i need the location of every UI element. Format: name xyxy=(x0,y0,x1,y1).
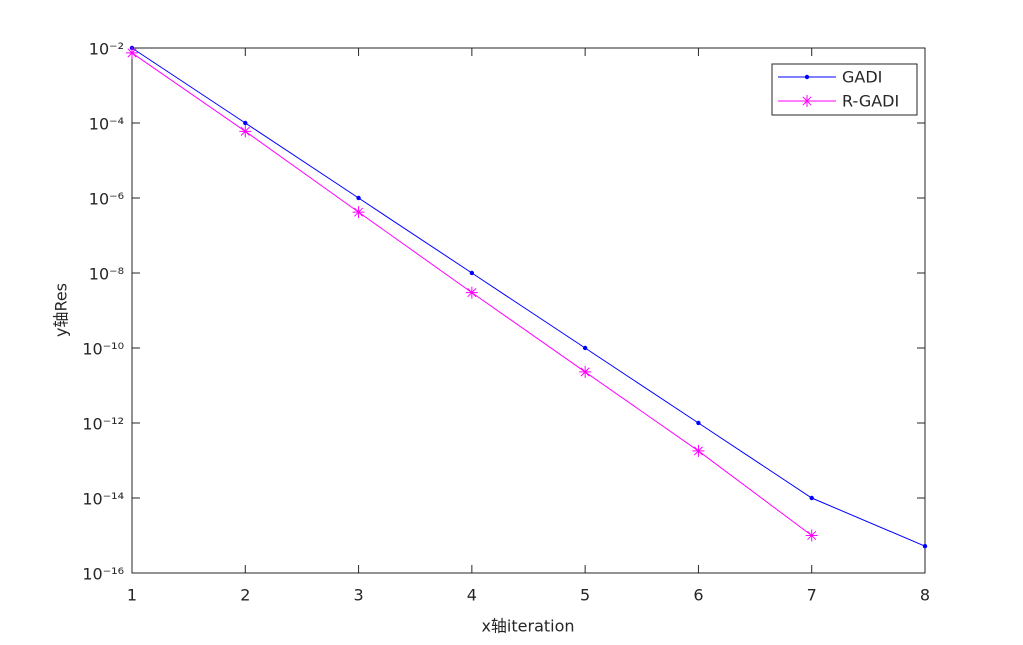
x-tick-label: 8 xyxy=(920,586,930,605)
asterisk-marker xyxy=(805,529,818,542)
y-tick-label: 10⁻¹⁶ xyxy=(82,565,124,584)
x-tick-label: 6 xyxy=(693,586,703,605)
dot-marker xyxy=(809,495,814,501)
dot-marker xyxy=(582,345,588,351)
dot-marker xyxy=(469,270,475,276)
x-axis-label: x轴iteration xyxy=(481,617,574,636)
x-tick-label: 3 xyxy=(353,586,363,605)
legend-label: R-GADI xyxy=(842,92,899,111)
y-axis-label: y轴Res xyxy=(52,283,71,337)
asterisk-marker xyxy=(465,286,478,299)
dot-marker xyxy=(243,120,248,126)
asterisk-marker xyxy=(692,444,705,457)
legend-label: GADI xyxy=(842,68,882,87)
asterisk-marker xyxy=(579,365,592,378)
x-tick-label: 2 xyxy=(240,586,250,605)
y-tick-label: 10⁻¹² xyxy=(82,415,124,434)
dot-marker xyxy=(356,195,361,201)
y-tick-label: 10⁻² xyxy=(89,40,124,59)
series-line xyxy=(131,47,926,547)
x-tick-label: 4 xyxy=(467,586,477,605)
plot-box xyxy=(131,47,926,574)
asterisk-marker xyxy=(126,46,138,59)
dot-marker xyxy=(922,543,928,549)
y-tick-label: 10⁻¹⁴ xyxy=(82,490,124,509)
legend-marker xyxy=(801,95,813,107)
y-tick-label: 10⁻⁴ xyxy=(89,115,124,134)
y-tick-label: 10⁻⁸ xyxy=(89,265,124,284)
y-tick-label: 10⁻⁶ xyxy=(89,190,124,209)
x-tick-label: 5 xyxy=(580,586,590,605)
legend-marker xyxy=(804,74,810,80)
dot-marker xyxy=(696,420,701,426)
x-tick-label: 7 xyxy=(807,586,817,605)
legend-box xyxy=(771,63,918,116)
asterisk-marker xyxy=(239,125,252,138)
asterisk-marker xyxy=(352,206,365,219)
x-tick-label: 1 xyxy=(127,586,137,605)
y-tick-label: 10⁻¹⁰ xyxy=(82,340,124,359)
